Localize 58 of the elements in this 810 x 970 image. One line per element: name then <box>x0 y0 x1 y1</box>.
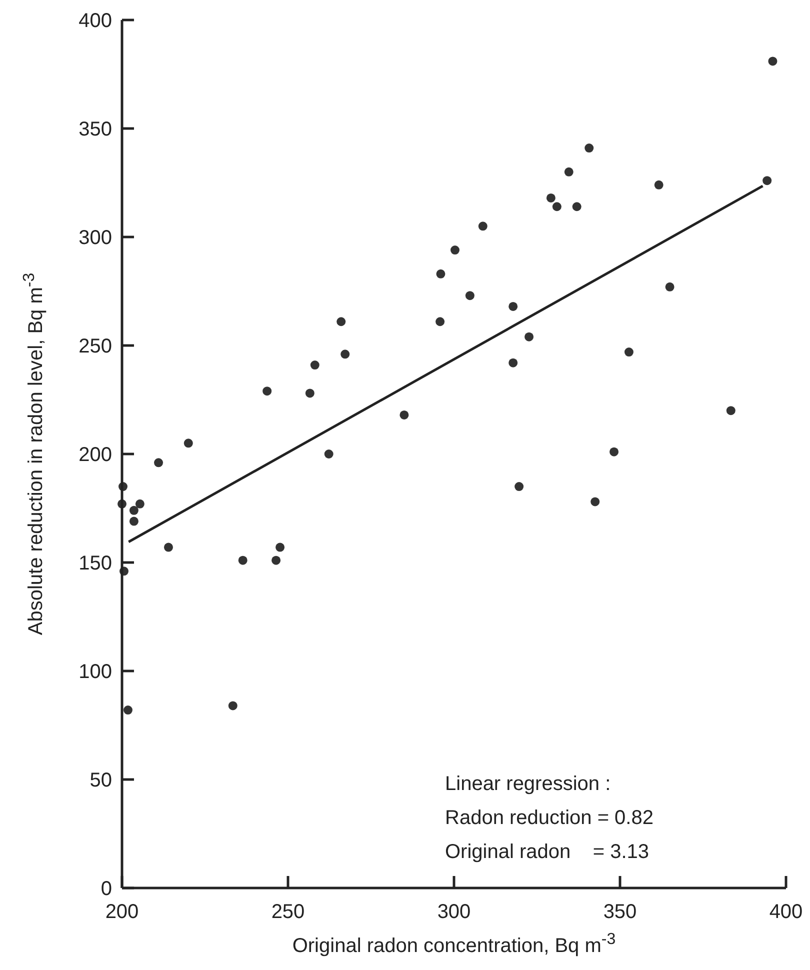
annotation: Original radon = 3.13 <box>445 841 650 863</box>
point <box>450 246 460 255</box>
point <box>726 406 736 416</box>
point <box>305 388 314 398</box>
y-tick-label: 100 <box>78 661 112 683</box>
point <box>238 556 248 565</box>
y-tick-label: 150 <box>78 552 112 574</box>
y-tick-label: 400 <box>78 10 112 32</box>
y-tick-label: 300 <box>78 227 112 249</box>
point <box>768 56 778 66</box>
point <box>436 269 446 278</box>
point <box>135 499 144 508</box>
point <box>272 556 281 565</box>
y-tick-label: 200 <box>78 444 112 466</box>
point <box>524 332 534 342</box>
point <box>572 202 582 212</box>
point <box>154 458 164 468</box>
x-tick-label: 400 <box>769 901 803 923</box>
point <box>546 193 556 202</box>
point <box>436 317 445 326</box>
point <box>184 438 193 448</box>
annotation: Radon reduction = 0.82 <box>445 807 654 829</box>
y-tick-label: 50 <box>90 770 112 792</box>
point <box>624 348 634 357</box>
point <box>514 482 524 492</box>
point <box>123 706 132 715</box>
point <box>228 701 238 710</box>
y-tick-label: 0 <box>100 878 112 900</box>
point <box>564 167 574 176</box>
point <box>400 410 409 420</box>
point <box>262 386 272 396</box>
point <box>336 317 346 326</box>
annotation: Linear regression : <box>445 773 611 795</box>
point <box>665 282 674 292</box>
point <box>324 450 334 458</box>
point <box>478 222 488 231</box>
point <box>310 360 320 370</box>
point <box>762 176 772 186</box>
y-tick-label: 350 <box>78 118 112 140</box>
x-tick-label: 350 <box>603 901 637 923</box>
point <box>465 291 474 300</box>
point <box>590 497 600 506</box>
x-tick-label: 250 <box>271 901 305 923</box>
point <box>508 358 518 368</box>
point <box>508 302 518 311</box>
y-tick-label: 250 <box>78 336 112 358</box>
x-axis-title: Original radon concentration, Bq m$^{-3}$ <box>292 930 616 957</box>
point <box>129 516 138 526</box>
point <box>654 180 664 190</box>
point <box>340 350 350 359</box>
point <box>552 202 562 212</box>
x-tick-label: 300 <box>437 901 471 923</box>
point <box>129 506 138 515</box>
x-tick-label: 200 <box>105 901 139 923</box>
point <box>164 542 173 552</box>
point <box>610 447 619 456</box>
point <box>584 144 594 153</box>
point <box>276 542 285 552</box>
